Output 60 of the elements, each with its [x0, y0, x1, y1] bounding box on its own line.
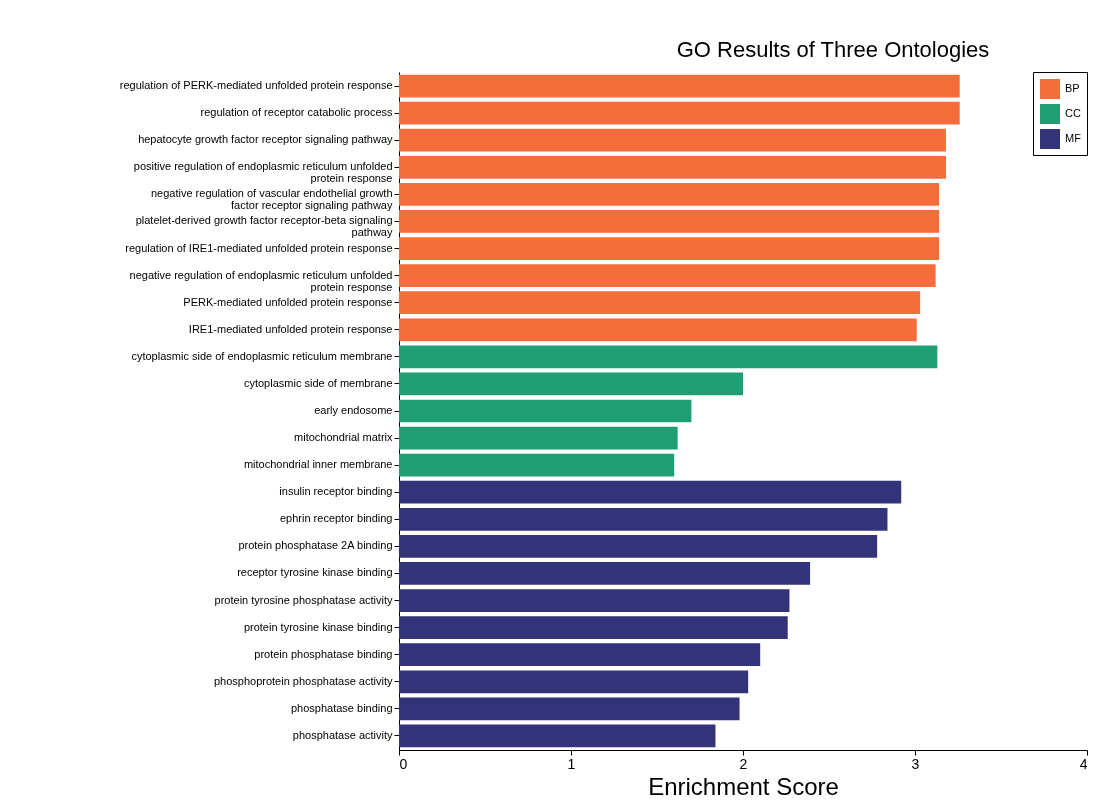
y-tick-label: mitochondrial inner membrane	[243, 458, 393, 471]
y-tick-label: protein phosphatase 2A binding	[238, 539, 393, 552]
bar	[399, 291, 921, 315]
y-tick-label: cytoplasmic side of endoplasmic reticulum membrane	[131, 349, 393, 362]
bar	[399, 128, 946, 152]
legend-label: BP	[1065, 82, 1080, 94]
y-tick-label: protein phosphatase binding	[254, 647, 393, 660]
x-tick-label: 1	[567, 755, 576, 772]
y-tick-label: regulation of receptor catabolic process	[200, 106, 393, 119]
legend-label: CC	[1065, 107, 1081, 119]
bar	[399, 507, 888, 531]
y-tick-label: negative regulation of endoplasmic reticulum unfolded protein response	[129, 268, 393, 293]
bar	[399, 670, 749, 694]
y-tick-label: protein tyrosine kinase binding	[243, 620, 393, 633]
y-tick-label: platelet-derived growth factor receptor-beta signaling pathway	[135, 214, 393, 239]
bar	[399, 372, 743, 396]
x-tick-label: 3	[911, 755, 920, 772]
y-tick-label: protein tyrosine phosphatase activity	[214, 593, 393, 606]
y-tick-label: hepatocyte growth factor receptor signaling pathway	[138, 133, 393, 146]
y-tick-label: regulation of IRE1-mediated unfolded protein response	[125, 241, 393, 254]
x-tick-label: 4	[1079, 755, 1088, 772]
y-tick-label: early endosome	[314, 404, 393, 416]
y-tick-label: negative regulation of vascular endothelial growth factor receptor signaling pathway	[150, 187, 393, 212]
y-tick-label: phosphatase binding	[290, 701, 393, 714]
bar	[399, 74, 960, 98]
bar	[399, 399, 692, 423]
y-tick-label: ephrin receptor binding	[279, 512, 393, 525]
bar	[399, 589, 790, 612]
bar	[399, 345, 938, 369]
y-tick-label: mitochondrial matrix	[294, 431, 393, 444]
y-tick-label: IRE1-mediated unfolded protein response	[188, 322, 393, 335]
y-tick-label: PERK-mediated unfolded protein response	[183, 295, 393, 308]
bar	[399, 562, 811, 585]
bar	[399, 724, 716, 748]
bar	[399, 155, 946, 179]
bar	[399, 426, 678, 450]
bar	[399, 480, 902, 504]
bar	[399, 264, 936, 287]
y-tick-label: phosphoprotein phosphatase activity	[213, 674, 393, 687]
legend-label: MF	[1065, 132, 1082, 144]
x-tick-label: 0	[399, 755, 408, 772]
bar	[399, 697, 740, 721]
bar	[399, 643, 761, 667]
bar	[399, 183, 940, 206]
bar	[399, 101, 960, 125]
y-tick-label: regulation of PERK-mediated unfolded protein response	[119, 79, 393, 92]
x-axis-title: Enrichment Score	[648, 772, 839, 800]
bar	[399, 237, 940, 260]
bar	[399, 616, 788, 639]
y-tick-label: receptor tyrosine kinase binding	[237, 566, 393, 579]
y-tick-label: phosphatase activity	[292, 728, 393, 741]
y-tick-label: cytoplasmic side of membrane	[243, 376, 393, 389]
x-tick-label: 2	[739, 755, 748, 772]
bar	[399, 535, 878, 558]
bar	[399, 210, 940, 233]
bar	[399, 453, 675, 477]
y-tick-label: insulin receptor binding	[279, 485, 393, 498]
y-tick-label: positive regulation of endoplasmic reticulum unfolded protein response	[133, 160, 393, 185]
chart-title: GO Results of Three Ontologies	[676, 36, 990, 62]
bar	[399, 318, 917, 342]
